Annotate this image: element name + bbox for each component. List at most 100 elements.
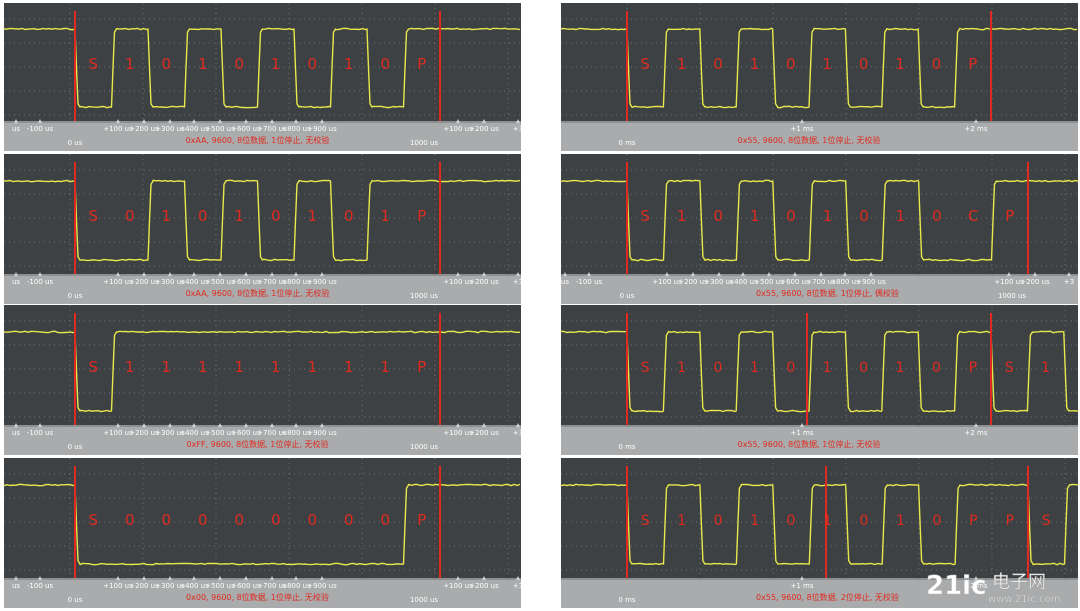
- watermark-url: www.21ic.com: [988, 594, 1060, 605]
- scope-grid: [561, 458, 1078, 580]
- time-tick-label: +900 us: [856, 278, 886, 286]
- time-tick-label: +400 us: [179, 278, 209, 286]
- bit-label: 0: [787, 513, 796, 529]
- time-end-label: 1000 us: [410, 139, 438, 147]
- scope-screen: S 1 0 1 0 1 0 1 0 P +1 ms +2 ms 0 ms 0x55, 9600, 8位数据…: [561, 3, 1078, 151]
- time-tick-label: +400 us: [728, 278, 758, 286]
- time-tick-label: +300 us: [155, 582, 185, 590]
- time-tick-label: +700 us: [257, 582, 287, 590]
- frame-caption: 0xAA, 9600, 8位数据, 1位停止, 无校验: [186, 135, 330, 145]
- bit-label: 0: [786, 55, 796, 73]
- bit-label: 1: [308, 358, 318, 376]
- signal-trace: [561, 330, 1078, 413]
- bit-label: S: [640, 207, 650, 225]
- bit-label: P: [1006, 513, 1014, 529]
- time-tick-label: +600 us: [231, 582, 261, 590]
- time-tick-label: +200 us: [469, 582, 499, 590]
- bit-label: S: [89, 511, 99, 529]
- frame-caption: 0xFF, 9600, 8位数据, 1位停止, 无校验: [187, 439, 329, 449]
- time-tick-label: +200 us: [469, 125, 499, 133]
- bit-label: P: [417, 55, 426, 73]
- time-tick-label: +800 us: [281, 125, 311, 133]
- time-tick-label: +200 us: [129, 429, 159, 437]
- bit-label: 1: [125, 55, 135, 73]
- bit-label: 1: [750, 360, 759, 376]
- time-tick-label: +200 us: [129, 582, 159, 590]
- watermark-brand: 21ic: [926, 571, 987, 601]
- time-tick-label: +200 us: [1020, 278, 1050, 286]
- time-tick-label: +300 us: [704, 278, 734, 286]
- bit-label: 1: [198, 358, 208, 376]
- time-tick-label: +100 us: [443, 582, 473, 590]
- signal-trace: [4, 179, 521, 262]
- frame-caption: 0x55, 9600, 8位数据, 1位停止, 无校验: [738, 439, 881, 449]
- bit-label: 0: [381, 511, 391, 529]
- time-tick-label: +1 ms: [790, 125, 813, 133]
- bit-label: 0: [859, 207, 869, 225]
- time-end-label: 1000 us: [410, 596, 438, 604]
- scope-grid: [4, 458, 521, 580]
- bit-label: 0: [198, 511, 208, 529]
- time-tick-label: -100 us: [27, 125, 54, 133]
- signal-trace: [4, 27, 521, 109]
- time-tick-label: +1 ms: [790, 582, 813, 590]
- bit-label: 1: [677, 55, 687, 73]
- bit-label: 0: [162, 55, 172, 73]
- time-tick-label: +2 ms: [964, 582, 987, 590]
- scope-screen: S 0 1 0 1 0 1 0 1 Pus -100 us +100 us+200 us+300 us…: [4, 154, 521, 304]
- bit-label: S: [89, 358, 99, 376]
- time-tick-label: +3: [1064, 278, 1074, 286]
- time-end-label: 1000 us: [998, 292, 1026, 300]
- scope-screen: S10101010PS10101010P+1 ms+2 ms0 ms0x55, …: [561, 305, 1078, 455]
- time-tick-label: +3: [513, 582, 521, 590]
- bit-label: 0: [932, 360, 941, 376]
- time-tick-label: +3: [513, 125, 521, 133]
- bit-label: S: [89, 207, 99, 225]
- time-tick-label: +600 us: [231, 125, 261, 133]
- bit-label: 1: [677, 513, 686, 529]
- scope-grid: [4, 3, 521, 123]
- bit-label: 0: [859, 55, 869, 73]
- time-tick-label: -100 us: [27, 429, 54, 437]
- bit-label: 1: [308, 207, 318, 225]
- frame-caption: 0x55, 9600, 8位数据, 1位停止, 无校验: [738, 135, 881, 145]
- bit-label: 1: [344, 55, 354, 73]
- time-end-label: 1000 us: [410, 292, 438, 300]
- time-tick-label: +500 us: [205, 582, 235, 590]
- time-tick-label: +100 us: [103, 582, 133, 590]
- bit-label: 0: [125, 511, 135, 529]
- time-tick-label: -100 us: [576, 278, 603, 286]
- signal-trace: [561, 179, 1078, 262]
- bit-label: S: [641, 360, 650, 376]
- scope-panel-right-3: S10101010PS10101010P+1 ms+2 ms0 ms0x55, …: [561, 305, 1078, 455]
- bit-label: S: [640, 55, 650, 73]
- bit-label: 0: [344, 511, 354, 529]
- bit-label: S: [1005, 360, 1014, 376]
- time-tick-label: +700 us: [806, 278, 836, 286]
- scope-screen: S 0 0 0 0 0 0 0 0 Pus -100 us +100 us+200 us+300 us…: [4, 458, 521, 608]
- time-tick-label: +100 us: [103, 278, 133, 286]
- bit-label: 0: [308, 511, 318, 529]
- time-tick-label: +500 us: [205, 278, 235, 286]
- time-tick-label: +900 us: [307, 429, 337, 437]
- bit-label: 1: [896, 207, 906, 225]
- bit-label: 1: [750, 55, 760, 73]
- bit-label: 1: [823, 207, 833, 225]
- bit-label: 1: [162, 207, 172, 225]
- bit-label: P: [969, 513, 977, 529]
- bit-label: 1: [235, 207, 245, 225]
- bit-label: 0: [271, 207, 281, 225]
- time-end-label: 1000 us: [410, 443, 438, 451]
- time-tick-label: +100 us: [994, 278, 1024, 286]
- scope-screen: S 1 1 1 1 1 1 1 1 Pus -100 us +100 us+200 us+300 us…: [4, 305, 521, 455]
- time-tick-label: +300 us: [155, 429, 185, 437]
- time-tick-label: +100 us: [443, 278, 473, 286]
- scope-panel-right-1: S 1 0 1 0 1 0 1 0 P +1 ms +2 ms 0 ms 0x55, 9600, 8位数据…: [561, 3, 1078, 151]
- bit-label: 0: [125, 207, 135, 225]
- bit-label: 0: [714, 360, 723, 376]
- time-tick-label: +500 us: [754, 278, 784, 286]
- bit-label: 1: [750, 207, 760, 225]
